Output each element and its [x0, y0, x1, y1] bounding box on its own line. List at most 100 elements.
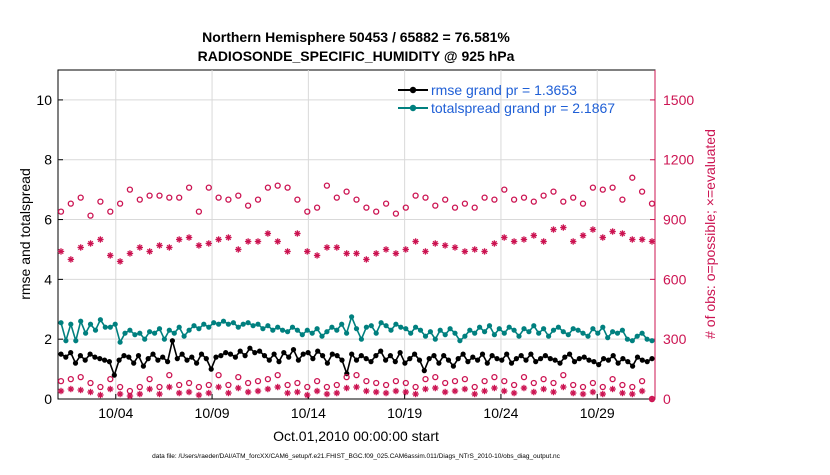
- possible_low-marker: [107, 375, 114, 383]
- evaluated-marker: [97, 236, 104, 243]
- spread-point: [250, 323, 256, 329]
- rmse-point: [155, 357, 161, 363]
- rmse-point: [198, 351, 205, 357]
- possible-marker: [235, 192, 242, 199]
- rmse-point: [538, 356, 544, 362]
- spread-point: [531, 323, 537, 329]
- spread-point: [590, 326, 596, 332]
- rmse-point: [383, 357, 389, 363]
- evaluated-marker: [77, 244, 84, 251]
- evaluated_low-marker: [304, 391, 311, 399]
- possible_low-marker: [638, 377, 646, 385]
- rmse-point: [484, 360, 490, 366]
- possible-marker: [77, 194, 84, 201]
- spread-point: [68, 321, 74, 327]
- y-axis-left-ticks: 0 2 4 6 8 10: [36, 92, 63, 407]
- spread-point: [285, 329, 291, 335]
- rmse-point: [630, 363, 636, 369]
- possible-marker: [579, 200, 587, 207]
- evaluated-marker: [87, 240, 94, 247]
- y-right-tick-label: 900: [663, 212, 687, 228]
- possible_low-marker: [343, 373, 350, 381]
- rmse-point: [315, 348, 321, 354]
- possible-marker: [176, 194, 183, 201]
- evaluated_low-marker: [57, 387, 65, 395]
- evaluated_low-marker: [638, 387, 646, 395]
- rmse-point: [131, 360, 137, 366]
- evaluated_low-marker: [225, 389, 232, 397]
- possible-marker: [343, 188, 350, 195]
- spread-point: [294, 327, 300, 333]
- evaluated-marker: [136, 244, 143, 251]
- rmse-point: [87, 351, 93, 357]
- possible_low-marker: [333, 381, 340, 389]
- evaluated_low-marker: [87, 388, 94, 396]
- possible-marker: [392, 210, 400, 217]
- rmse-point: [610, 353, 616, 359]
- possible-marker: [97, 198, 104, 205]
- spread-point: [63, 338, 69, 344]
- chart-title-line2: RADIOSONDE_SPECIFIC_HUMIDITY @ 925 hPa: [198, 48, 515, 64]
- evaluated-marker: [373, 250, 380, 257]
- spread-point: [220, 318, 227, 324]
- possible-marker: [471, 204, 478, 211]
- evaluated-marker: [284, 248, 291, 255]
- possible_low-marker: [373, 379, 380, 387]
- rmse-point: [533, 359, 539, 365]
- possible_low-marker: [392, 377, 400, 385]
- rmse-point: [97, 356, 103, 362]
- y-right-tick-label: 0: [663, 391, 671, 407]
- rmse-point: [72, 360, 79, 366]
- evaluated_low-marker: [579, 390, 587, 398]
- spread-point: [97, 317, 103, 323]
- possible-marker: [225, 196, 232, 203]
- possible-marker: [146, 192, 153, 199]
- spread-point: [580, 330, 586, 336]
- possible-marker: [195, 208, 203, 215]
- evaluated-marker: [520, 236, 528, 243]
- rmse-point: [227, 351, 234, 357]
- possible-marker: [648, 200, 656, 207]
- spread-point: [388, 327, 394, 333]
- possible_low-marker: [412, 383, 419, 391]
- spread-point: [649, 338, 655, 344]
- possible_low-marker: [323, 383, 331, 391]
- evaluated-marker: [313, 252, 321, 259]
- rmse-point: [625, 359, 631, 365]
- rmse-point: [639, 357, 645, 363]
- rmse-point: [591, 359, 597, 365]
- rmse-point: [349, 351, 355, 357]
- possible-marker: [609, 184, 616, 191]
- evaluated_low-marker: [530, 388, 537, 396]
- evaluated_low-marker: [77, 386, 84, 394]
- rmse-point: [92, 354, 98, 360]
- evaluated-marker: [491, 240, 498, 247]
- evaluated-marker: [176, 236, 183, 243]
- possible_low-marker: [629, 383, 636, 391]
- spread-point: [610, 329, 616, 335]
- possible_low-marker: [57, 377, 65, 385]
- legend-spread-marker: [409, 104, 417, 112]
- possible_low-marker: [422, 375, 429, 383]
- evaluated_low-marker: [284, 389, 291, 397]
- rmse-point: [150, 351, 156, 357]
- rmse-point: [557, 360, 563, 366]
- spread-point: [235, 324, 241, 330]
- rmse-point: [475, 357, 481, 363]
- possible-marker: [185, 184, 193, 191]
- evaluated-marker: [461, 248, 469, 255]
- evaluated_low-marker: [501, 387, 508, 395]
- possible-marker: [520, 194, 528, 201]
- spread-point: [339, 321, 345, 327]
- rmse-point: [431, 353, 437, 359]
- evaluated_low-marker: [146, 385, 153, 393]
- spread-point: [230, 320, 236, 326]
- possible-marker: [166, 194, 173, 201]
- rmse-point: [465, 359, 471, 365]
- spread-point: [442, 332, 448, 338]
- spread-point: [127, 327, 133, 333]
- rmse-point: [286, 354, 292, 360]
- rmse-point: [479, 351, 486, 357]
- spread-point: [225, 321, 231, 327]
